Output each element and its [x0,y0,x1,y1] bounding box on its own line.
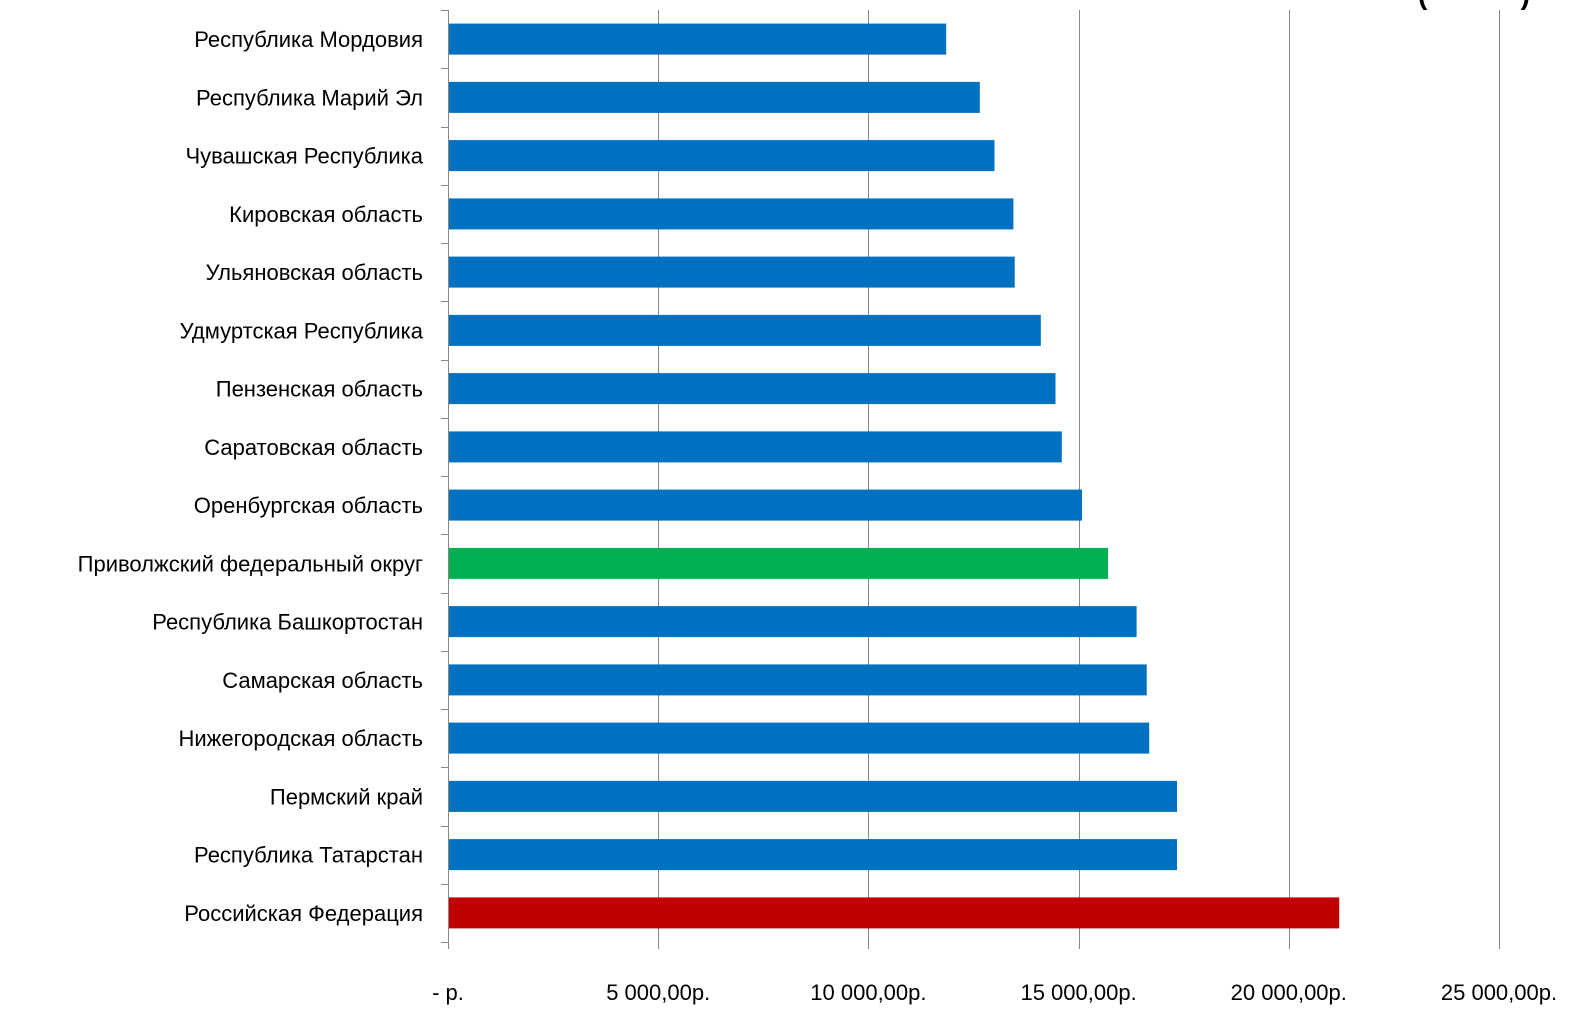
category-label: Республика Мордовия [194,27,423,52]
category-label: Нижегородская область [178,726,423,751]
bar [448,664,1147,696]
category-label: Приволжский федеральный округ [78,551,423,576]
category-label: Пермский край [270,784,423,809]
x-tick-label: 15 000,00р. [1020,980,1136,1005]
bar [448,81,980,113]
bars [448,23,1340,929]
category-label: Республика Башкортостан [152,610,423,635]
x-tick-label: 20 000,00р. [1231,980,1347,1005]
category-label: Удмуртская Республика [180,318,424,343]
bar [448,606,1137,638]
bar [448,198,1014,230]
category-label: Саратовская область [204,435,423,460]
category-label: Оренбургская область [194,493,423,518]
category-label: Российская Федерация [184,901,423,926]
bar [448,314,1041,346]
bar [448,489,1082,521]
category-labels: Республика Мордовия Республика Марий Эл Чу… [78,27,424,926]
bar [448,722,1150,754]
x-tick-label: 5 000,00р. [606,980,710,1005]
axes [441,10,1500,949]
x-tick-label: 25 000,00р. [1441,980,1557,1005]
category-label: Самарская область [222,668,423,693]
bar [448,23,947,55]
category-label: Кировская область [229,202,423,227]
category-label: Чувашская Республика [185,144,423,169]
x-tick-labels: - р. 5 000,00р. 10 000,00р. 15 000,00р. 20 0… [432,980,1557,1005]
bar [448,373,1056,405]
category-label: Пензенская область [216,377,423,402]
bar [448,256,1015,288]
x-tick-label: 10 000,00р. [810,980,926,1005]
clipped-title-fragment: ( ) [1418,0,1530,10]
bar [448,431,1062,463]
bar [448,839,1177,871]
category-label: Республика Татарстан [194,843,423,868]
bar [448,780,1177,812]
category-label: Ульяновская область [206,260,423,285]
bar [448,897,1340,929]
x-tick-label: - р. [432,980,464,1005]
bar [448,547,1108,579]
category-label: Республика Марий Эл [196,85,423,110]
bar [448,140,995,172]
